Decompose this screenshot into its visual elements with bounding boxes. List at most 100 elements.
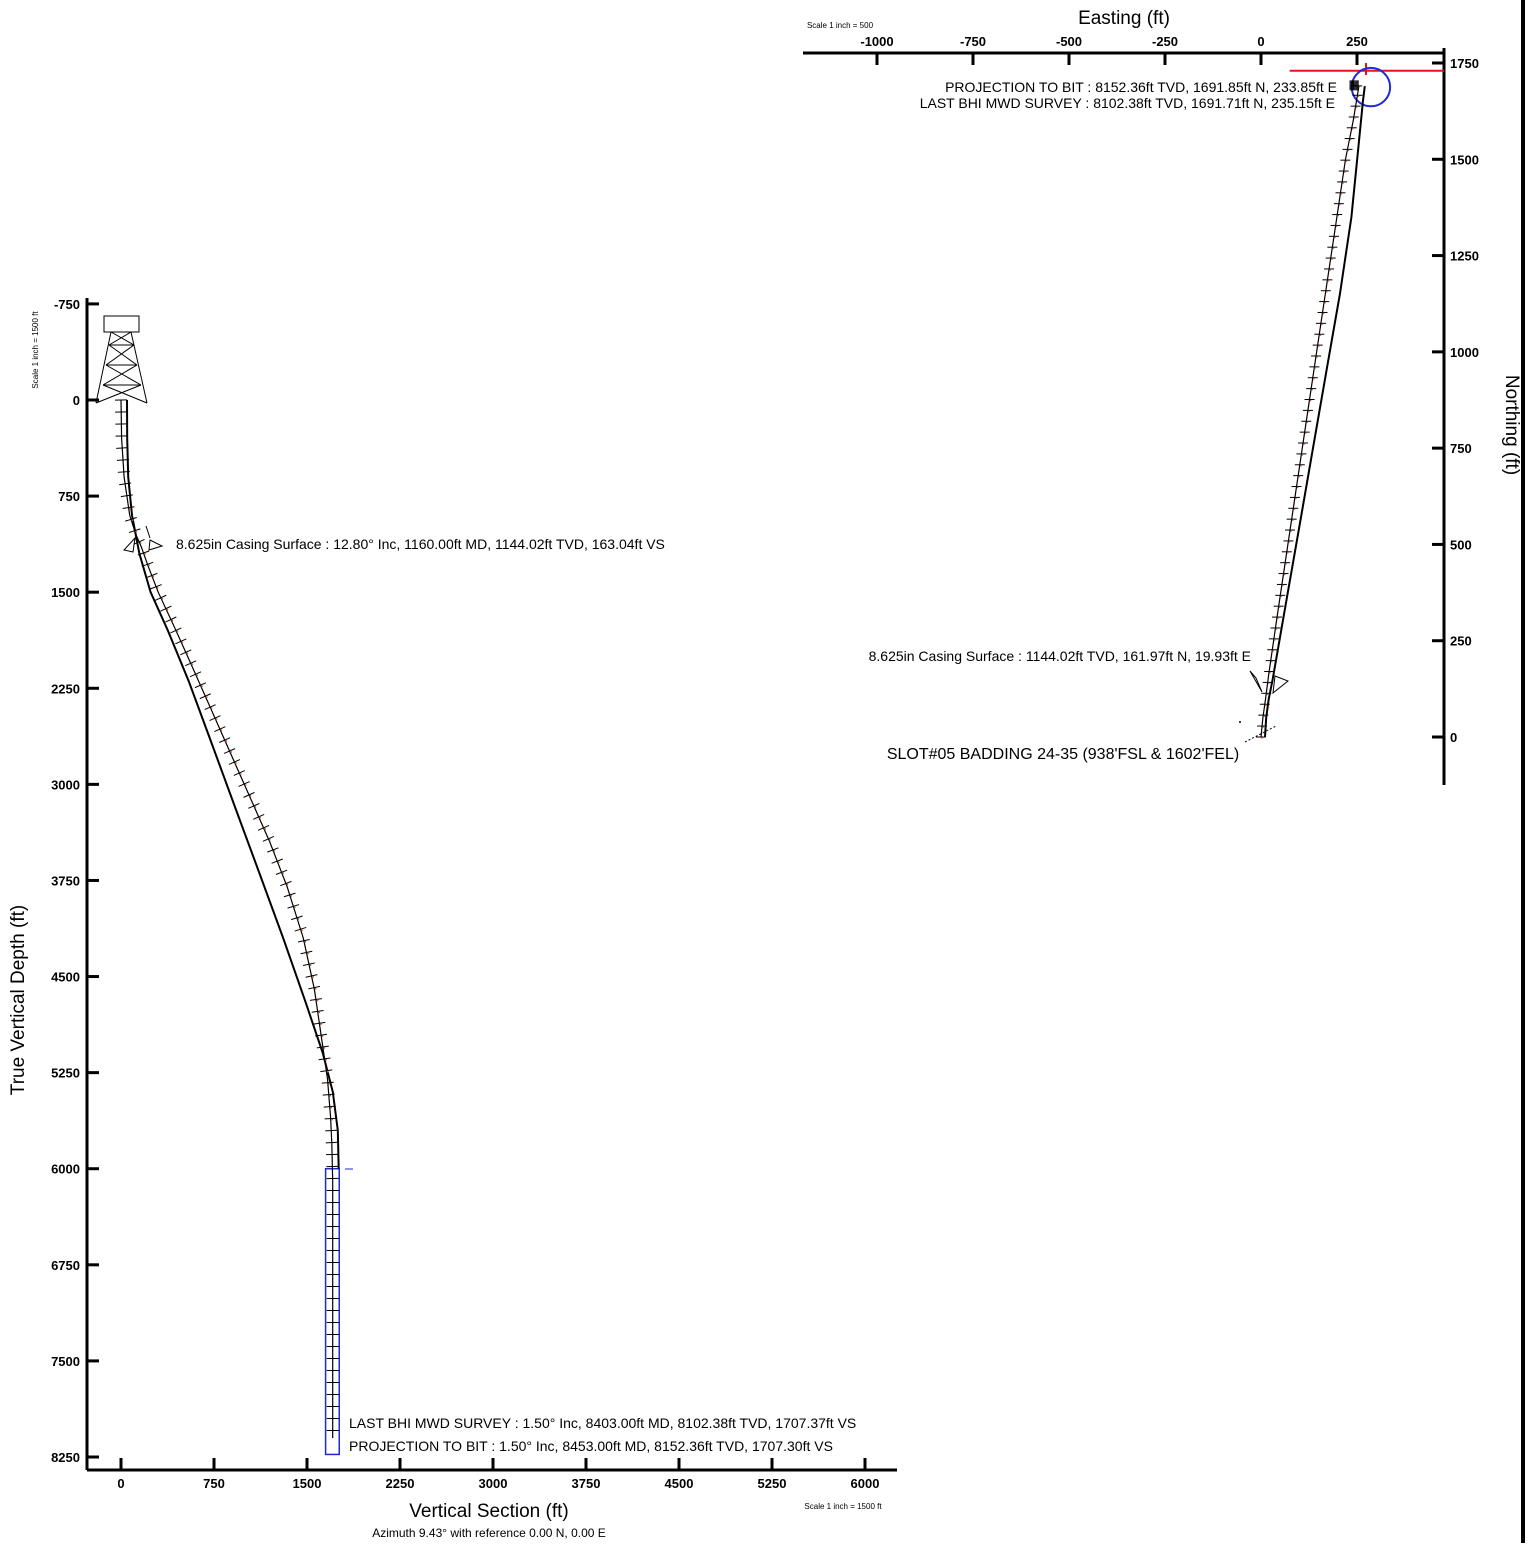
vertical-section-chart: -750075015002250300037504500525060006750… xyxy=(8,297,897,1540)
vs-x-tick-label: 3000 xyxy=(479,1476,508,1491)
vs-y-tick-label: 6750 xyxy=(51,1258,80,1273)
vs-survey-station xyxy=(325,1130,337,1131)
pv-survey-dot xyxy=(1307,421,1309,423)
pv-survey-dot xyxy=(1320,334,1322,336)
pv-x-tick-label: 0 xyxy=(1257,34,1264,49)
vs-survey-dot xyxy=(278,861,280,863)
vs-survey-dot xyxy=(294,906,296,908)
pv-y-axis-label: Northing (ft) xyxy=(1501,375,1522,475)
pv-plan-line xyxy=(1265,86,1365,737)
pv-survey-dot xyxy=(1293,508,1295,510)
vs-projection-annotation: PROJECTION TO BIT : 1.50° Inc, 8453.00ft… xyxy=(349,1438,833,1454)
vs-y-ticks: -750075015002250300037504500525060006750… xyxy=(51,297,99,1465)
vs-survey-line xyxy=(121,400,333,1438)
vs-survey-dot xyxy=(161,598,163,600)
vs-survey-dot xyxy=(157,587,159,589)
vs-survey-dot xyxy=(240,773,242,775)
pv-survey-dot xyxy=(1271,661,1273,663)
vs-survey-station xyxy=(263,836,274,841)
pv-x-axis-label: Easting (ft) xyxy=(1078,8,1170,29)
pv-survey-dot xyxy=(1310,400,1312,402)
vs-survey-station xyxy=(253,814,264,819)
pv-survey-dot xyxy=(1326,291,1328,293)
pv-survey-dot xyxy=(1336,226,1338,228)
vs-survey-dot xyxy=(132,519,134,521)
pv-survey-dot xyxy=(1324,302,1326,304)
vs-survey-dot xyxy=(320,1023,322,1025)
vs-survey-dot xyxy=(176,631,178,633)
pv-survey-dot xyxy=(1352,128,1354,130)
pv-survey-dot xyxy=(1323,313,1325,315)
pv-y-tick-label: 500 xyxy=(1450,537,1472,552)
vs-survey-station xyxy=(326,1142,338,1143)
pv-survey-dot xyxy=(1287,552,1289,554)
pv-scale-top-label: Scale 1 inch = 500 xyxy=(807,21,874,30)
pv-survey-dot xyxy=(1300,465,1302,467)
vs-subtitle: Azimuth 9.43° with reference 0.00 N, 0.0… xyxy=(372,1526,606,1540)
vs-survey-station xyxy=(209,716,220,721)
pv-survey-dot xyxy=(1356,106,1358,108)
vs-survey-dot xyxy=(230,751,232,753)
vs-y-tick-label: 8250 xyxy=(51,1450,80,1465)
pv-survey-dot xyxy=(1303,443,1305,445)
vs-survey-dot xyxy=(216,718,218,720)
vs-x-tick-label: 4500 xyxy=(665,1476,694,1491)
pv-survey-dot xyxy=(1266,694,1268,696)
pv-survey-dot xyxy=(1328,280,1330,282)
vs-survey-dot xyxy=(129,508,131,510)
vs-survey-station xyxy=(229,760,240,765)
vs-survey-dot xyxy=(328,1083,330,1085)
vs-survey-dot xyxy=(282,872,284,874)
vs-survey-dot xyxy=(152,576,154,578)
vs-y-tick-label: 6000 xyxy=(51,1162,80,1177)
vs-survey-station xyxy=(322,1082,334,1083)
pv-survey-dot xyxy=(1302,454,1304,456)
vs-y-axis-label: True Vertical Depth (ft) xyxy=(8,905,29,1095)
vs-survey-dot xyxy=(181,641,183,643)
vs-survey-dot xyxy=(330,1107,332,1109)
vs-survey-dot xyxy=(327,1071,329,1073)
vs-survey-dot xyxy=(304,941,306,943)
vs-x-tick-label: 2250 xyxy=(386,1476,415,1491)
pv-survey-dot xyxy=(1333,247,1335,249)
pv-survey-dot xyxy=(1329,269,1331,271)
pv-survey-dot xyxy=(1284,574,1286,576)
vs-last-survey-annotation: LAST BHI MWD SURVEY : 1.50° Inc, 8403.00… xyxy=(349,1415,856,1431)
vs-survey-station xyxy=(175,639,186,644)
pv-y-tick-label: 1250 xyxy=(1450,249,1479,264)
vs-survey-dot xyxy=(301,929,303,931)
vs-survey-dot xyxy=(172,620,174,622)
pv-survey-dot xyxy=(1339,204,1341,206)
pv-y-tick-label: 750 xyxy=(1450,441,1472,456)
vs-survey-dot xyxy=(286,884,288,886)
vs-survey-dot xyxy=(254,806,256,808)
vs-survey-dot xyxy=(148,564,150,566)
pv-survey-tick-marks xyxy=(1256,80,1362,738)
pv-y-tick-label: 1500 xyxy=(1450,152,1479,167)
vs-survey-station xyxy=(243,793,254,798)
vs-survey-dot xyxy=(329,1095,331,1097)
pv-projection-annotation: PROJECTION TO BIT : 8152.36ft TVD, 1691.… xyxy=(945,79,1337,95)
vs-y-tick-label: 1500 xyxy=(51,585,80,600)
pv-survey-dot xyxy=(1321,324,1323,326)
vs-survey-dot xyxy=(315,988,317,990)
vs-survey-dot xyxy=(290,895,292,897)
vs-survey-dot xyxy=(144,553,146,555)
vs-survey-dot xyxy=(245,784,247,786)
pv-survey-dot xyxy=(1297,487,1299,489)
pv-survey-dot xyxy=(1318,345,1320,347)
vs-survey-dot xyxy=(307,953,309,955)
vs-survey-dot xyxy=(297,918,299,920)
vs-survey-station xyxy=(170,628,181,633)
vs-survey-dot xyxy=(269,839,271,841)
vs-survey-dot xyxy=(325,1059,327,1061)
pv-survey-dot xyxy=(1311,389,1313,391)
pv-survey-dot xyxy=(1277,617,1279,619)
pv-survey-dot xyxy=(1261,737,1263,739)
